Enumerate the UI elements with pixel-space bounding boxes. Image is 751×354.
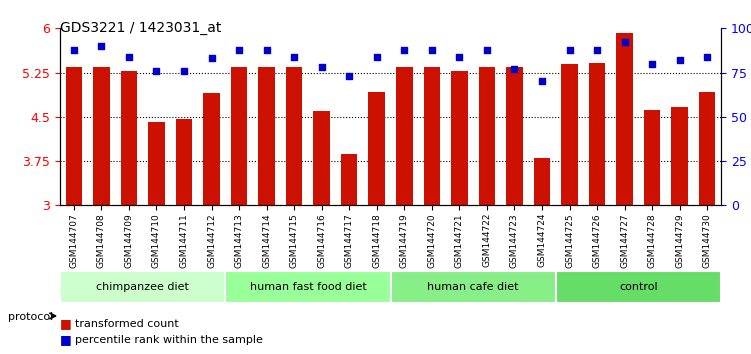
Text: human fast food diet: human fast food diet [249, 282, 366, 292]
Bar [424, 67, 440, 205]
Point [178, 68, 190, 74]
Text: ■: ■ [60, 318, 72, 330]
Bar [451, 71, 468, 205]
Bar [121, 71, 137, 205]
Text: protocol: protocol [8, 312, 53, 322]
Point [371, 54, 383, 59]
Bar [671, 107, 688, 205]
Point [646, 61, 658, 67]
Text: ■: ■ [60, 333, 72, 346]
Text: transformed count: transformed count [75, 319, 179, 329]
Point [454, 54, 466, 59]
Bar [699, 92, 716, 205]
Point [123, 54, 135, 59]
Point [150, 68, 162, 74]
Bar [589, 63, 605, 205]
Bar [369, 92, 385, 205]
Bar [341, 154, 357, 205]
Bar [65, 67, 82, 205]
Bar [644, 110, 660, 205]
Bar [204, 93, 220, 205]
Point [206, 56, 218, 61]
Point [95, 43, 107, 49]
Bar [617, 33, 633, 205]
Bar [561, 64, 578, 205]
Point [701, 54, 713, 59]
FancyBboxPatch shape [556, 271, 721, 303]
Point [288, 54, 300, 59]
Point [315, 64, 327, 70]
Bar [313, 111, 330, 205]
Bar [93, 67, 110, 205]
Point [426, 47, 438, 52]
Point [508, 66, 520, 72]
Bar [148, 121, 164, 205]
Bar [176, 119, 192, 205]
Point [536, 79, 548, 84]
Point [233, 47, 245, 52]
Bar [534, 158, 550, 205]
Point [398, 47, 410, 52]
Point [674, 57, 686, 63]
Point [563, 47, 575, 52]
Bar [506, 67, 523, 205]
Point [261, 47, 273, 52]
Point [343, 73, 355, 79]
Text: GDS3221 / 1423031_at: GDS3221 / 1423031_at [60, 21, 222, 35]
Text: chimpanzee diet: chimpanzee diet [96, 282, 189, 292]
FancyBboxPatch shape [391, 271, 556, 303]
Text: human cafe diet: human cafe diet [427, 282, 519, 292]
Bar [258, 67, 275, 205]
Bar [286, 67, 303, 205]
Text: percentile rank within the sample: percentile rank within the sample [75, 335, 263, 345]
Bar [396, 67, 412, 205]
Point [591, 47, 603, 52]
Point [68, 47, 80, 52]
Point [481, 47, 493, 52]
Bar [231, 67, 247, 205]
Bar [478, 67, 495, 205]
FancyBboxPatch shape [225, 271, 391, 303]
FancyBboxPatch shape [60, 271, 225, 303]
Point [619, 40, 631, 45]
Text: control: control [619, 282, 658, 292]
